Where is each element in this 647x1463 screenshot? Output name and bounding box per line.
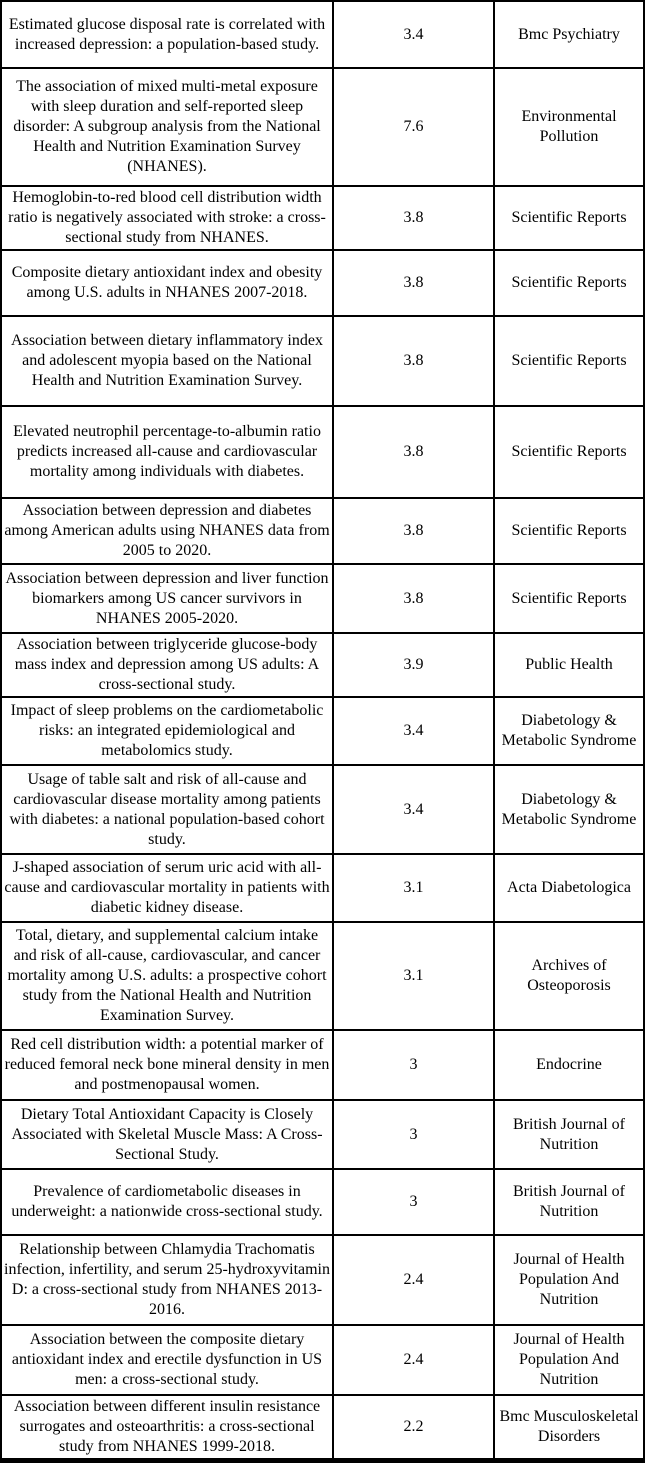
table-row: Association between the composite dietar… — [0, 1324, 645, 1396]
journal-cell: Scientific Reports — [493, 405, 645, 499]
title-cell: Association between dietary inflammatory… — [0, 315, 334, 407]
title-cell: Total, dietary, and supplemental calcium… — [0, 921, 334, 1031]
journal-cell: Diabetology & Metabolic Syndrome — [493, 696, 645, 766]
title-cell: Composite dietary antioxidant index and … — [0, 249, 334, 317]
impact-factor-cell: 3.4 — [332, 696, 495, 766]
journal-cell: British Journal of Nutrition — [493, 1099, 645, 1170]
title-cell: Usage of table salt and risk of all-caus… — [0, 764, 334, 855]
table-row: Prevalence of cardiometabolic diseases i… — [0, 1168, 645, 1236]
impact-factor-cell: 3.1 — [332, 921, 495, 1031]
journal-cell: Archives of Osteoporosis — [493, 921, 645, 1031]
journal-cell: Environmental Pollution — [493, 67, 645, 187]
title-cell: Impact of sleep problems on the cardiome… — [0, 696, 334, 766]
journal-cell: Journal of Health Population And Nutriti… — [493, 1234, 645, 1326]
table-row: Elevated neutrophil percentage-to-albumi… — [0, 405, 645, 499]
title-cell: Hemoglobin-to-red blood cell distributio… — [0, 185, 334, 251]
title-cell: Association between the composite dietar… — [0, 1324, 334, 1396]
impact-factor-cell: 3.8 — [332, 405, 495, 499]
impact-factor-cell: 2.2 — [332, 1394, 495, 1463]
impact-factor-cell: 3.8 — [332, 497, 495, 565]
impact-factor-cell: 7.6 — [332, 67, 495, 187]
journal-cell: Diabetology & Metabolic Syndrome — [493, 764, 645, 855]
impact-factor-cell: 3.1 — [332, 853, 495, 923]
impact-factor-cell: 3.4 — [332, 764, 495, 855]
impact-factor-cell: 3 — [332, 1029, 495, 1101]
table-row: Estimated glucose disposal rate is corre… — [0, 0, 645, 69]
impact-factor-cell: 3 — [332, 1099, 495, 1170]
journal-cell: Journal of Health Population And Nutriti… — [493, 1324, 645, 1396]
journal-cell: British Journal of Nutrition — [493, 1168, 645, 1236]
title-cell: Relationship between Chlamydia Trachomat… — [0, 1234, 334, 1326]
table-row: Impact of sleep problems on the cardiome… — [0, 696, 645, 766]
impact-factor-cell: 3.8 — [332, 563, 495, 634]
table-row: J-shaped association of serum uric acid … — [0, 853, 645, 923]
table-row: Association between triglyceride glucose… — [0, 632, 645, 698]
journal-cell: Bmc Psychiatry — [493, 0, 645, 69]
table-row: Hemoglobin-to-red blood cell distributio… — [0, 185, 645, 251]
table-row: Usage of table salt and risk of all-caus… — [0, 764, 645, 855]
table-row: Association between different insulin re… — [0, 1394, 645, 1463]
title-cell: J-shaped association of serum uric acid … — [0, 853, 334, 923]
journal-cell: Scientific Reports — [493, 315, 645, 407]
journal-cell: Acta Diabetologica — [493, 853, 645, 923]
journal-cell: Bmc Musculoskeletal Disorders — [493, 1394, 645, 1463]
title-cell: Prevalence of cardiometabolic diseases i… — [0, 1168, 334, 1236]
table-row: The association of mixed multi-metal exp… — [0, 67, 645, 187]
title-cell: Estimated glucose disposal rate is corre… — [0, 0, 334, 69]
journal-cell: Public Health — [493, 632, 645, 698]
impact-factor-cell: 3.8 — [332, 249, 495, 317]
title-cell: Elevated neutrophil percentage-to-albumi… — [0, 405, 334, 499]
impact-factor-cell: 2.4 — [332, 1324, 495, 1396]
title-cell: The association of mixed multi-metal exp… — [0, 67, 334, 187]
journal-cell: Scientific Reports — [493, 497, 645, 565]
table-row: Composite dietary antioxidant index and … — [0, 249, 645, 317]
impact-factor-cell: 2.4 — [332, 1234, 495, 1326]
title-cell: Association between depression and liver… — [0, 563, 334, 634]
title-cell: Association between different insulin re… — [0, 1394, 334, 1463]
impact-factor-cell: 3.8 — [332, 185, 495, 251]
journal-cell: Scientific Reports — [493, 563, 645, 634]
table-row: Relationship between Chlamydia Trachomat… — [0, 1234, 645, 1326]
title-cell: Association between depression and diabe… — [0, 497, 334, 565]
title-cell: Red cell distribution width: a potential… — [0, 1029, 334, 1101]
table-row: Association between dietary inflammatory… — [0, 315, 645, 407]
table-row: Dietary Total Antioxidant Capacity is Cl… — [0, 1099, 645, 1170]
title-cell: Association between triglyceride glucose… — [0, 632, 334, 698]
impact-factor-cell: 3.4 — [332, 0, 495, 69]
impact-factor-cell: 3 — [332, 1168, 495, 1236]
impact-factor-cell: 3.9 — [332, 632, 495, 698]
table-row: Red cell distribution width: a potential… — [0, 1029, 645, 1101]
table-row: Association between depression and liver… — [0, 563, 645, 634]
table-row: Association between depression and diabe… — [0, 497, 645, 565]
journal-cell: Endocrine — [493, 1029, 645, 1101]
journal-cell: Scientific Reports — [493, 249, 645, 317]
title-cell: Dietary Total Antioxidant Capacity is Cl… — [0, 1099, 334, 1170]
journal-cell: Scientific Reports — [493, 185, 645, 251]
table-row: Total, dietary, and supplemental calcium… — [0, 921, 645, 1031]
impact-factor-cell: 3.8 — [332, 315, 495, 407]
